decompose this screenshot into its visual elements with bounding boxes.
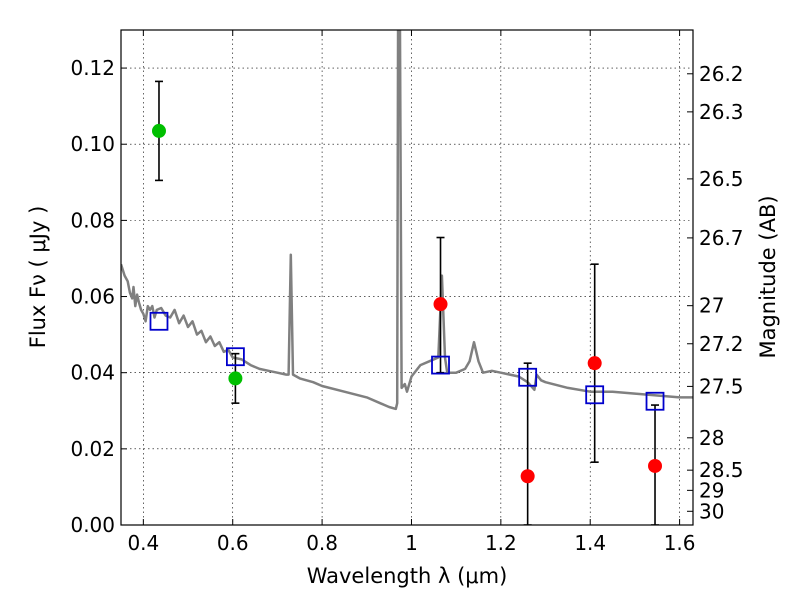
model-flux-square — [518, 367, 538, 387]
y-tick-label: 0.12 — [70, 56, 115, 80]
y-tick-label: 0.10 — [70, 132, 115, 156]
y2-tick-label: 26.2 — [699, 62, 744, 86]
y-tick-label: 0.02 — [70, 437, 115, 461]
photometry-point — [587, 356, 602, 371]
x-tick-label: 1 — [405, 531, 418, 555]
y-tick-label: 0.04 — [70, 361, 115, 385]
model-flux-square — [149, 311, 169, 331]
y2-axis-label: Magnitude (AB) — [756, 195, 780, 358]
model-flux-square — [645, 391, 665, 411]
x-tick-label: 1.4 — [574, 531, 606, 555]
x-tick-label: 0.6 — [217, 531, 249, 555]
x-tick-label: 1.2 — [485, 531, 517, 555]
y2-tick-label: 26.3 — [699, 100, 744, 124]
y-axis-label: Flux Fν ( μJy ) — [26, 206, 50, 349]
model-flux-square — [225, 347, 245, 367]
y-tick-label: 0.08 — [70, 208, 115, 232]
photometry-point — [648, 458, 663, 473]
y2-tick-label: 28 — [699, 426, 724, 450]
x-axis-label: Wavelength λ (μm) — [307, 564, 508, 588]
x-tick-label: 0.4 — [127, 531, 159, 555]
model-spectrum-line — [121, 30, 693, 411]
photometry-point — [151, 123, 166, 138]
axes: 0.4 0.6 0.8 1 1.2 1.4 1.6 0.00 0.02 0.04 0.06 0.08 0… — [70, 30, 744, 555]
y2-tick-label: 27.2 — [699, 332, 744, 356]
model-flux-square — [585, 385, 605, 405]
plot-frame — [120, 29, 694, 526]
photometry-point — [520, 469, 535, 484]
data-layer — [121, 30, 693, 525]
y-tick-label: 0.06 — [70, 285, 115, 309]
y2-tick-label: 28.5 — [699, 458, 744, 482]
x-tick-label: 1.6 — [664, 531, 696, 555]
y2-tick-label: 27.5 — [699, 374, 744, 398]
x-tick-label: 0.8 — [306, 531, 338, 555]
plot-area — [121, 30, 693, 525]
photometry-point — [433, 297, 448, 312]
grid — [121, 30, 693, 526]
model-flux-square — [431, 355, 450, 375]
y-tick-label: 0.00 — [70, 513, 115, 537]
y2-tick-label: 26.5 — [699, 167, 744, 191]
y2-tick-label: 27 — [699, 294, 724, 318]
photometry-point — [228, 371, 243, 386]
y2-tick-label: 30 — [699, 499, 724, 523]
y2-tick-label: 29 — [699, 478, 724, 502]
y2-tick-label: 26.7 — [699, 226, 744, 250]
